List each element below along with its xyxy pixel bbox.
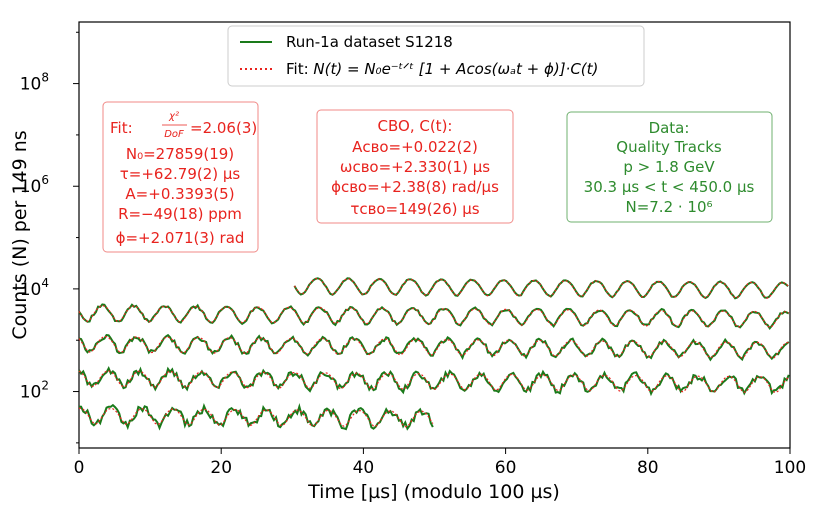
fit-wrap-4 (78, 407, 434, 428)
data-line-2: 30.3 µs < t < 450.0 µs (584, 178, 755, 196)
y-axis: 102 104 106 108 (20, 31, 79, 444)
data-wrap-4 (78, 402, 434, 431)
data-wrap-3 (78, 366, 790, 397)
legend-fit-label: Fit: N(t) = N₀e⁻ᵗᐟᵗ [1 + Acos(ωₐt + ϕ)]·… (286, 60, 598, 78)
x-tick-label-5: 100 (774, 458, 806, 478)
cbo-line-1: ωᴄʙᴏ=+2.330(1) µs (340, 158, 490, 176)
x-tick-label-0: 0 (74, 458, 85, 478)
legend-box (227, 25, 645, 87)
fit-line-3: R=−49(18) ppm (118, 205, 242, 223)
data-wrap-0 (293, 277, 789, 300)
legend-data-label: Run-1a dataset S1218 (286, 33, 453, 51)
x-tick-label-3: 60 (495, 458, 517, 478)
legend-fit-prefix: Fit: (286, 60, 313, 78)
fit-box-frame (102, 101, 259, 253)
cbo-line-0: Aᴄʙᴏ=+0.022(2) (352, 138, 478, 156)
chi-frac-top: χ² (168, 111, 179, 122)
y-tick-label-2: 106 (20, 173, 49, 197)
legend: Run-1a dataset S1218 Fit: N(t) = N₀e⁻ᵗᐟᵗ… (227, 25, 645, 87)
fit-line-4: ϕ=+2.071(3) rad (116, 229, 245, 247)
fit-wrap-3 (78, 370, 790, 394)
fit-line-2: A=+0.3393(5) (125, 185, 234, 203)
cbo-box-frame (316, 109, 514, 224)
legend-fit-formula: N(t) = N₀e⁻ᵗᐟᵗ [1 + Acos(ωₐt + ϕ)]·C(t) (313, 60, 598, 78)
data-title: Data: (649, 119, 690, 137)
y-tick-label-1: 104 (20, 276, 49, 300)
x-tick-label-4: 80 (637, 458, 659, 478)
x-tick-label-1: 20 (210, 458, 232, 478)
data-line-1: p > 1.8 GeV (623, 158, 715, 176)
fit-line-1: τ=+62.79(2) µs (120, 165, 241, 183)
cbo-line-2: ϕᴄʙᴏ=+2.38(8) rad/µs (331, 178, 499, 196)
x-tick-label-2: 40 (353, 458, 375, 478)
data-wrap-1 (78, 303, 790, 331)
data-box-frame (566, 111, 773, 223)
curves (78, 277, 790, 431)
fit-line-0: N₀=27859(19) (126, 145, 234, 163)
cbo-box: CBO, C(t): Aᴄʙᴏ=+0.022(2) ωᴄʙᴏ=+2.330(1)… (316, 109, 514, 224)
plot-frame (78, 21, 791, 449)
x-axis: 0 20 40 60 80 100 (74, 448, 806, 478)
fit-chi-value: =2.06(3) (190, 119, 257, 137)
cbo-title: CBO, C(t): (378, 117, 453, 135)
fit-box: Fit: χ² DoF =2.06(3) N₀=27859(19) τ=+62.… (102, 101, 259, 253)
data-line-0: Quality Tracks (616, 138, 722, 156)
y-axis-title: Counts (N) per 149 ns (9, 130, 31, 339)
data-box: Data: Quality Tracks p > 1.8 GeV 30.3 µs… (566, 111, 773, 223)
y-tick-label-3: 108 (20, 71, 49, 95)
fit-wrap-2 (78, 335, 789, 359)
data-line-3: N=7.2 · 10⁶ (625, 198, 712, 216)
y-tick-label-0: 102 (20, 379, 49, 403)
x-axis-title: Time [µs] (modulo 100 µs) (307, 481, 560, 503)
fit-chi-label: Fit: (110, 119, 133, 137)
cbo-line-3: τᴄʙᴏ=149(26) µs (350, 200, 479, 218)
chi-frac-bottom: DoF (164, 129, 184, 140)
